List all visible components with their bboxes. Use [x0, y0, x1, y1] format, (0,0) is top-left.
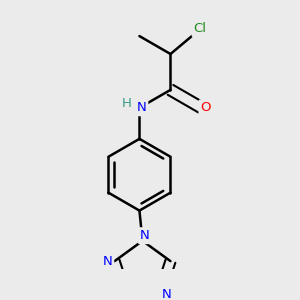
- Text: N: N: [162, 287, 172, 300]
- Text: O: O: [200, 101, 211, 114]
- Text: N: N: [136, 101, 146, 114]
- Text: N: N: [103, 255, 112, 268]
- Text: H: H: [122, 97, 131, 110]
- Text: Cl: Cl: [194, 22, 206, 35]
- Text: N: N: [140, 229, 149, 242]
